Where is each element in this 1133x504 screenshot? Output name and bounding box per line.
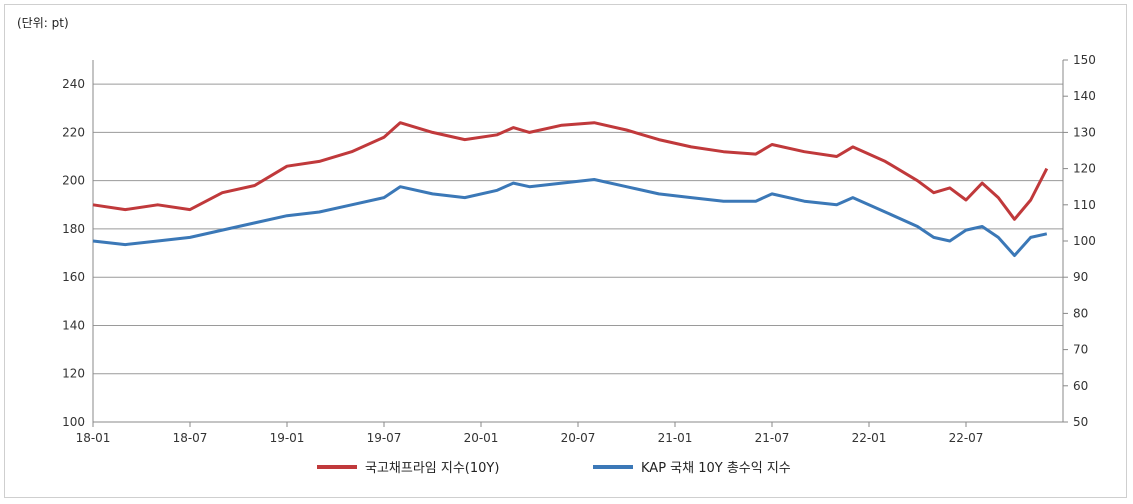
y-left-tick-label: 220	[62, 125, 85, 139]
legend-label-1: 국고채프라임 지수(10Y)	[365, 461, 499, 476]
y-right-tick-label: 60	[1073, 379, 1088, 393]
right-axis: 50 60 70 80 90 100 110 120 130 140 150	[1062, 53, 1096, 429]
x-tick-label: 18-01	[76, 431, 111, 445]
x-tick-label: 20-07	[561, 431, 596, 445]
x-tick-label: 20-01	[464, 431, 499, 445]
chart-frame: (단위: pt) 100 120 140 160 180 200 220 240 50 60 70…	[4, 4, 1127, 498]
y-left-tick-label: 100	[62, 415, 85, 429]
x-tick-label: 22-01	[852, 431, 887, 445]
legend: 국고채프라임 지수(10Y) KAP 국채 10Y 총수익 지수	[317, 461, 791, 476]
x-axis: 18-01 18-07 19-01 19-07 20-01 20-07 21-01 21-07…	[76, 421, 1063, 445]
line-chart: (단위: pt) 100 120 140 160 180 200 220 240 50 60 70…	[17, 16, 1096, 476]
y-right-tick-label: 50	[1073, 415, 1088, 429]
y-right-tick-label: 140	[1073, 89, 1096, 103]
x-tick-label: 21-01	[658, 431, 693, 445]
y-right-tick-label: 70	[1073, 343, 1088, 357]
left-axis: 100 120 140 160 180 200 220 240	[62, 60, 94, 429]
x-tick-label: 18-07	[173, 431, 208, 445]
legend-label-2: KAP 국채 10Y 총수익 지수	[641, 461, 791, 476]
gridlines	[93, 83, 1063, 375]
y-left-tick-label: 200	[62, 174, 85, 188]
y-left-tick-label: 120	[62, 367, 85, 381]
y-right-tick-label: 130	[1073, 125, 1096, 139]
y-left-tick-label: 240	[62, 77, 85, 91]
y-right-tick-label: 100	[1073, 234, 1096, 248]
x-tick-label: 19-07	[367, 431, 402, 445]
y-right-tick-label: 150	[1073, 53, 1096, 67]
y-right-tick-label: 80	[1073, 306, 1088, 320]
x-tick-label: 21-07	[755, 431, 790, 445]
y-right-tick-label: 120	[1073, 162, 1096, 176]
y-right-tick-label: 90	[1073, 270, 1088, 284]
unit-label: (단위: pt)	[17, 16, 69, 30]
series-lines	[92, 121, 1049, 257]
series-line-1	[92, 121, 1049, 221]
y-right-tick-label: 110	[1073, 198, 1096, 212]
series-line-2	[92, 178, 1048, 257]
x-tick-label: 19-01	[270, 431, 305, 445]
y-left-tick-label: 180	[62, 222, 85, 236]
y-left-tick-label: 160	[62, 270, 85, 284]
y-left-tick-label: 140	[62, 318, 85, 332]
x-tick-label: 22-07	[949, 431, 984, 445]
